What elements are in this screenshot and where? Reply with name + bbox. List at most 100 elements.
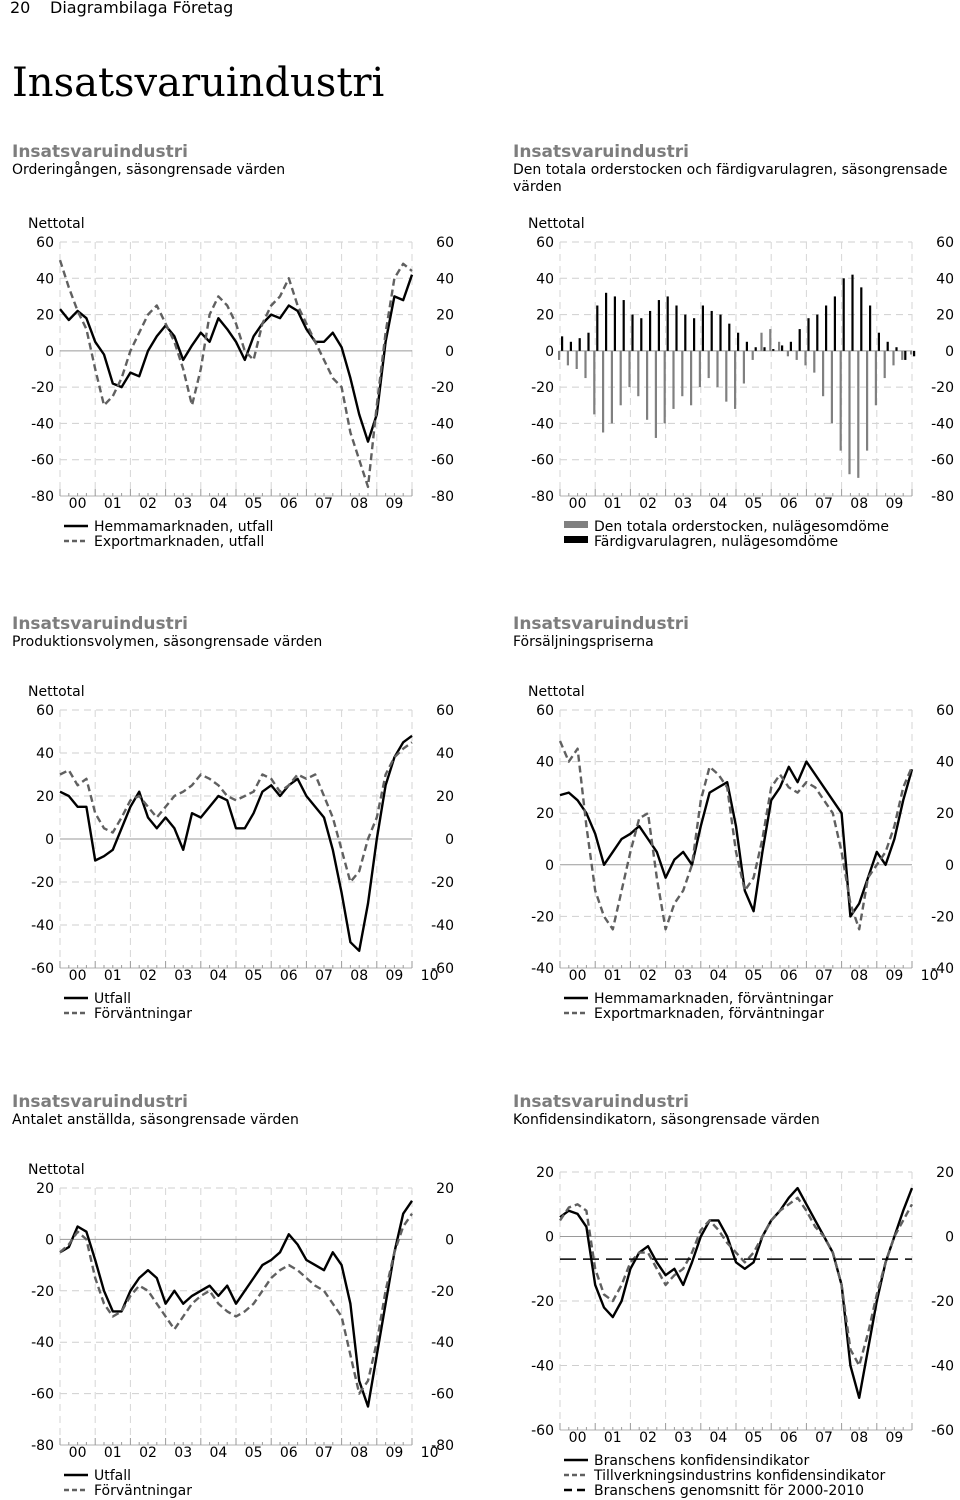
bar — [707, 350, 710, 379]
y-tick-label: 20 — [536, 308, 554, 324]
x-tick-label: 06 — [780, 968, 798, 984]
series-line — [559, 1196, 914, 1367]
series-line — [59, 1213, 413, 1395]
y-tick-label-right: -20 — [431, 875, 454, 891]
x-tick-label: 03 — [174, 968, 192, 984]
bar — [710, 310, 713, 351]
bar — [807, 318, 810, 351]
bar — [596, 305, 599, 351]
chart-2-heading: Insatsvaruindustri Den totala orderstock… — [513, 142, 960, 196]
bar — [813, 350, 816, 373]
y-tick-label-right: 40 — [436, 746, 454, 762]
y-tick-label-right: -20 — [931, 909, 954, 925]
y-tick-label: -80 — [31, 1438, 54, 1454]
y-tick-label-right: -80 — [931, 489, 954, 505]
bar — [860, 287, 863, 351]
y-tick-label-right: 40 — [436, 271, 454, 287]
bar — [602, 350, 605, 433]
chart-6-heading: Insatsvaruindustri Konfidensindikatorn, … — [513, 1092, 960, 1129]
bar — [851, 274, 854, 351]
x-tick-label: 09 — [885, 1430, 903, 1446]
y-tick-label: -20 — [31, 1284, 54, 1300]
bar — [869, 305, 872, 351]
y-tick-label-right: -40 — [931, 416, 954, 432]
y-axis-label: Nettotal — [528, 216, 585, 232]
bar — [640, 318, 643, 351]
bar — [584, 350, 587, 379]
x-tick-label: 02 — [639, 1430, 657, 1446]
bar — [830, 350, 833, 424]
x-tick-label: 04 — [209, 1445, 227, 1461]
page-number: 20 — [10, 0, 31, 17]
x-tick-label: 01 — [104, 496, 122, 512]
legend-label: Förväntningar — [94, 1483, 192, 1499]
x-tick-label: 05 — [245, 1445, 263, 1461]
chart-title: Insatsvaruindustri — [12, 1092, 188, 1112]
x-tick-label: 02 — [639, 496, 657, 512]
y-tick-label-right: -60 — [931, 1423, 954, 1439]
chart-title: Insatsvaruindustri — [513, 1092, 689, 1112]
x-tick-label: 00 — [69, 968, 87, 984]
bar — [613, 296, 616, 351]
x-tick-label: 04 — [709, 1430, 727, 1446]
bar — [631, 314, 634, 351]
x-tick-label: 05 — [745, 968, 763, 984]
y-tick-label: -20 — [531, 380, 554, 396]
bar — [672, 350, 675, 409]
bar — [663, 350, 666, 424]
y-tick-label-right: -60 — [431, 1387, 454, 1403]
bar — [886, 341, 889, 351]
y-tick-label-right: 20 — [936, 1165, 954, 1181]
x-tick-label: 00 — [569, 496, 587, 512]
y-tick-label: -40 — [31, 918, 54, 934]
bar — [675, 305, 678, 351]
y-tick-label: 0 — [545, 858, 554, 874]
bar — [877, 332, 880, 351]
x-tick-label: 10 — [421, 968, 439, 984]
bar — [795, 350, 798, 360]
y-tick-label: -40 — [531, 1359, 554, 1375]
x-tick-label: 03 — [674, 1430, 692, 1446]
chart-5-heading: Insatsvaruindustri Antalet anställda, sä… — [12, 1092, 482, 1129]
y-tick-label-right: -60 — [431, 961, 454, 977]
y-tick-label: -60 — [531, 453, 554, 469]
y-tick-label: 0 — [545, 1230, 554, 1246]
header-label: Diagrambilaga Företag — [50, 0, 234, 17]
y-tick-label: 60 — [536, 703, 554, 719]
bar — [904, 350, 907, 360]
bar — [666, 296, 669, 351]
bar — [569, 341, 572, 351]
x-tick-label: 07 — [315, 1445, 333, 1461]
bar — [698, 350, 701, 388]
x-tick-label: 09 — [385, 496, 403, 512]
bar — [558, 350, 561, 360]
legend-label: Utfall — [94, 1468, 131, 1484]
x-tick-label: 06 — [780, 1430, 798, 1446]
y-axis-label: Nettotal — [28, 216, 85, 232]
x-tick-label: 01 — [604, 1430, 622, 1446]
y-tick-label-right: 20 — [936, 308, 954, 324]
legend-swatch — [564, 536, 588, 543]
x-tick-label: 07 — [315, 968, 333, 984]
y-tick-label-right: 0 — [945, 1230, 954, 1246]
series-line — [59, 741, 413, 884]
bar — [637, 350, 640, 397]
bar — [701, 305, 704, 351]
bar — [772, 349, 775, 351]
legend-label: Tillverkningsindustrins konfidensindikat… — [593, 1468, 886, 1484]
y-tick-label: 0 — [45, 344, 54, 360]
x-tick-label: 10 — [921, 968, 939, 984]
y-tick-label-right: -40 — [431, 416, 454, 432]
bar — [728, 323, 731, 351]
x-tick-label: 07 — [815, 1430, 833, 1446]
y-tick-label: 40 — [536, 271, 554, 287]
legend-label: Utfall — [94, 991, 131, 1007]
y-tick-label-right: -20 — [931, 380, 954, 396]
y-tick-label-right: -40 — [931, 961, 954, 977]
series-line — [59, 274, 414, 443]
y-tick-label-right: -80 — [431, 489, 454, 505]
x-tick-label: 00 — [69, 496, 87, 512]
bar — [913, 350, 916, 357]
